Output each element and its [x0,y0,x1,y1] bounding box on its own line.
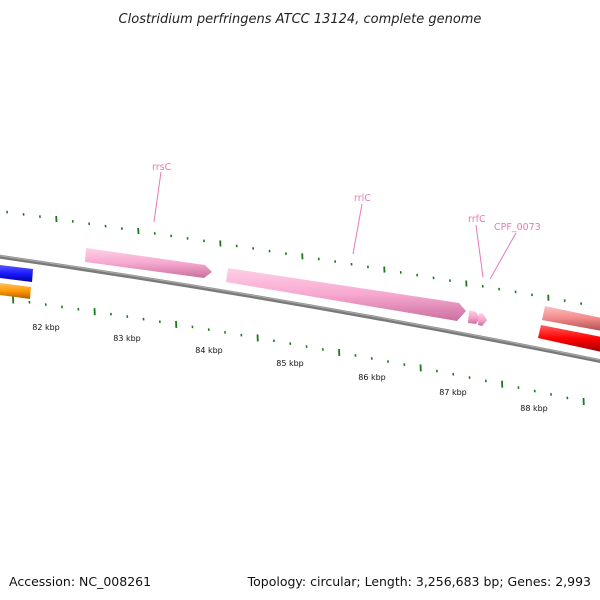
scale-label: 87 kbp [439,388,467,397]
scale-label: 88 kbp [520,404,548,413]
cds-feature-salmon[interactable] [542,306,600,331]
scale-label: 83 kbp [113,334,141,343]
map-title: Clostridium perfringens ATCC 13124, comp… [119,12,482,27]
scale-label: 85 kbp [276,359,304,368]
rrna-feature-CPF_0073[interactable] [478,313,487,326]
scale-label: 84 kbp [195,346,223,355]
leader-line-rrfC [475,224,484,278]
genome-summary-text: Topology: circular; Length: 3,256,683 bp… [247,574,591,589]
cds-feature-blue[interactable] [0,265,33,282]
accession-text: Accession: NC_008261 [9,574,151,589]
rrna-feature-rrfC[interactable] [468,310,480,324]
genome-backbone [0,254,600,364]
feature-label-CPF_0073: CPF_0073 [494,222,541,233]
genome-backbone-highlight [0,255,600,361]
rrna-feature-rrlC[interactable] [226,268,466,321]
feature-label-rrfC: rrfC [468,214,486,225]
cds-feature-red[interactable] [538,325,600,352]
rrna-feature-rrsC[interactable] [85,248,212,278]
scale-label: 86 kbp [358,373,386,382]
cds-feature-orange[interactable] [0,283,31,299]
outer-tick-marks [6,210,583,305]
feature-label-rrsC: rrsC [152,162,172,173]
leader-line-CPF_0073 [489,232,517,280]
inner-tick-marks [12,296,585,406]
feature-label-rrlC: rrlC [354,193,371,204]
leader-line-rrsC [153,171,162,223]
scale-labels: 82 kbp 83 kbp 84 kbp 85 kbp 86 kbp 87 kb… [32,323,548,413]
scale-label: 82 kbp [32,323,60,332]
leader-line-rrlC [352,203,363,255]
